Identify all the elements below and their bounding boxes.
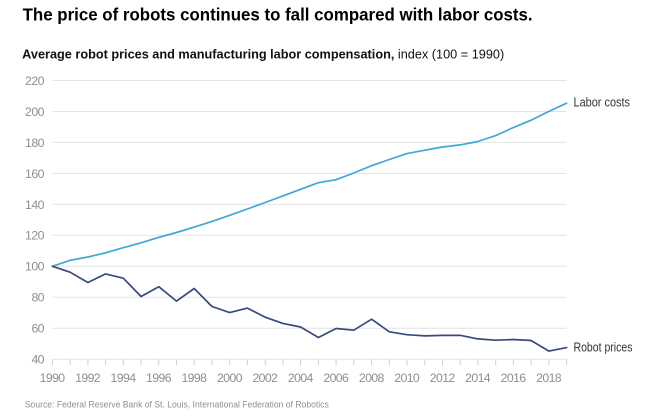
svg-text:Average robot prices and manuf: Average robot prices and manufacturing l… — [22, 48, 504, 62]
svg-text:160: 160 — [25, 167, 45, 181]
svg-text:The price of robots continues: The price of robots continues to fall co… — [23, 5, 533, 25]
svg-text:2008: 2008 — [359, 371, 385, 385]
svg-text:2000: 2000 — [217, 371, 243, 385]
svg-text:2016: 2016 — [501, 371, 527, 385]
svg-text:2006: 2006 — [323, 371, 349, 385]
svg-text:200: 200 — [25, 105, 45, 119]
svg-text:100: 100 — [25, 260, 45, 274]
svg-text:1994: 1994 — [111, 371, 137, 385]
svg-text:2014: 2014 — [465, 371, 491, 385]
svg-text:1996: 1996 — [146, 371, 172, 385]
svg-text:2002: 2002 — [252, 371, 278, 385]
svg-text:80: 80 — [32, 291, 45, 305]
svg-text:220: 220 — [25, 74, 45, 88]
svg-text:Labor costs: Labor costs — [574, 95, 631, 109]
svg-text:2012: 2012 — [430, 371, 456, 385]
svg-text:180: 180 — [25, 136, 45, 150]
svg-text:40: 40 — [32, 353, 45, 367]
svg-text:1998: 1998 — [181, 371, 207, 385]
svg-text:Source: Federal Reserve Bank o: Source: Federal Reserve Bank of St. Loui… — [25, 400, 329, 410]
svg-text:2018: 2018 — [536, 371, 562, 385]
svg-text:Robot prices: Robot prices — [574, 341, 633, 355]
svg-text:2010: 2010 — [394, 371, 420, 385]
svg-text:120: 120 — [25, 229, 45, 243]
svg-text:1990: 1990 — [40, 371, 66, 385]
svg-text:2004: 2004 — [288, 371, 314, 385]
svg-text:140: 140 — [25, 198, 45, 212]
svg-text:60: 60 — [32, 322, 45, 336]
svg-text:1992: 1992 — [75, 371, 101, 385]
